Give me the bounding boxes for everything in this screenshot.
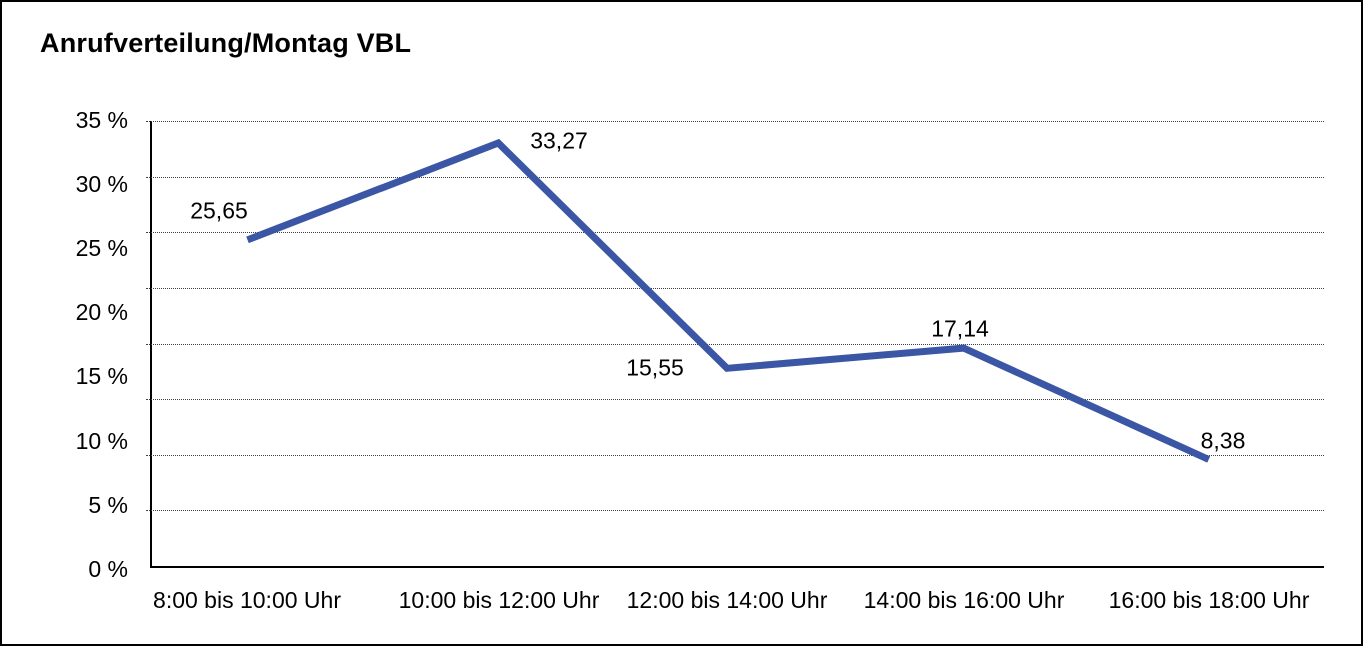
gridline (146, 232, 1324, 234)
gridline (146, 510, 1324, 512)
line-series (246, 138, 1211, 463)
gridline (146, 121, 1324, 122)
gridline (146, 343, 1324, 345)
gridline (146, 399, 1324, 401)
data-label: 17,14 (931, 315, 989, 342)
x-tick-label: 16:00 bis 18:00 Uhr (1108, 587, 1310, 613)
x-tick-label: 14:00 bis 16:00 Uhr (863, 587, 1065, 613)
y-tick-label: 5 % (88, 492, 128, 518)
y-tick-label: 35 % (75, 107, 128, 133)
y-tick-label: 30 % (75, 171, 128, 197)
chart-title: Anrufverteilung/Montag VBL (40, 28, 412, 58)
data-label: 25,65 (190, 197, 248, 224)
data-label: 8,38 (1200, 427, 1246, 454)
data-label: 15,55 (626, 354, 684, 381)
x-tick-label: 8:00 bis 10:00 Uhr (153, 587, 341, 613)
data-line (246, 138, 1211, 463)
y-tick-label: 0 % (88, 556, 128, 582)
plot-area: 25,65 33,27 15,55 17,14 8,38 (146, 121, 1324, 568)
x-tick-label: 10:00 bis 12:00 Uhr (398, 587, 600, 613)
gridline (146, 454, 1324, 456)
gridline (146, 176, 1324, 178)
x-tick-label: 12:00 bis 14:00 Uhr (626, 587, 828, 613)
y-axis: 35 % 30 % 25 % 20 % 15 % 10 % 5 % 0 % (2, 2, 130, 644)
data-label: 33,27 (530, 127, 588, 154)
y-tick-label: 25 % (75, 235, 128, 261)
y-tick-label: 20 % (75, 299, 128, 325)
gridline (146, 287, 1324, 289)
y-tick-label: 15 % (75, 363, 128, 389)
x-axis: 8:00 bis 10:00 Uhr 10:00 bis 12:00 Uhr 1… (2, 585, 1361, 615)
y-tick-label: 10 % (75, 428, 128, 454)
